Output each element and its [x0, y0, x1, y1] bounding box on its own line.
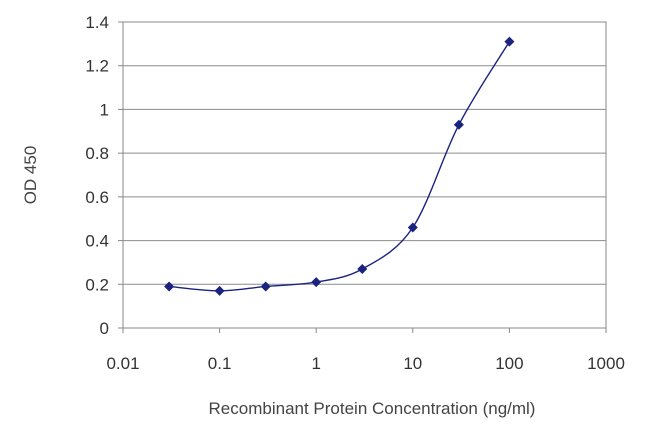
data-point: [164, 281, 175, 292]
data-point: [504, 36, 515, 47]
y-tick-label: 0.4: [85, 232, 109, 251]
x-tick-label: 0.1: [208, 354, 232, 373]
x-tick-label: 1000: [587, 354, 625, 373]
x-tick-label: 10: [403, 354, 422, 373]
y-tick-label: 1: [100, 100, 109, 119]
y-tick-label: 0.2: [85, 275, 109, 294]
y-tick-label: 0: [100, 319, 109, 338]
y-tick-label: 1.4: [85, 13, 109, 32]
x-tick-label: 1: [311, 354, 320, 373]
x-axis-ticks: 0.01 0.1 1 10 100 1000: [106, 328, 625, 373]
y-axis-ticks: 0 0.2 0.4 0.6 0.8 1 1.2 1.4: [85, 13, 123, 338]
x-tick-label: 100: [495, 354, 523, 373]
data-point: [357, 263, 368, 274]
data-point: [260, 281, 271, 292]
series-line: [169, 41, 510, 292]
gridlines: [123, 21, 606, 329]
y-tick-label: 0.8: [85, 144, 109, 163]
data-point: [214, 285, 225, 296]
data-point: [453, 119, 464, 130]
y-tick-label: 0.6: [85, 188, 109, 207]
series-markers: [164, 36, 515, 296]
x-axis-label: Recombinant Protein Concentration (ng/ml…: [209, 399, 536, 418]
y-tick-label: 1.2: [85, 57, 109, 76]
y-axis-label: OD 450: [21, 146, 40, 205]
plot-area-frame: [122, 21, 607, 329]
x-tick-label: 0.01: [106, 354, 139, 373]
data-point: [311, 277, 322, 288]
data-point: [407, 222, 418, 233]
